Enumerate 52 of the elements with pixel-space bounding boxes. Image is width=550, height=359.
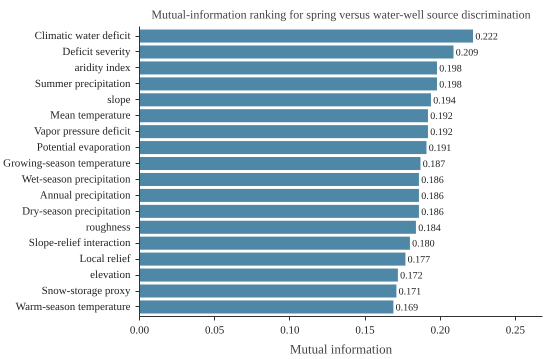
data-label: 0.191 [428,143,452,154]
data-label: 0.186 [421,174,444,186]
y-tick-label: Slope-relief interaction [28,237,131,250]
data-label: 0.186 [421,206,444,218]
y-tick-label: Local relief [80,253,131,266]
y-tick-label: Mean temperature [50,110,131,122]
y-tick-label: Climatic water deficit [34,30,130,42]
y-tick-label: Warm-season temperature [16,300,131,313]
x-tick-label: 0.05 [205,324,225,336]
x-tick-label: 0.20 [430,324,450,336]
y-tick-label: Annual precipitation [40,189,131,202]
x-tick-label: 0.00 [130,324,150,336]
y-tick-label: roughness [86,221,130,234]
y-tick-label: Potential evaporation [36,142,131,154]
y-tick-label: Dry-season precipitation [22,205,131,218]
y-tick-label: Summer precipitation [34,78,131,90]
bar [140,44,454,60]
bar [140,300,394,314]
y-tick-label: aridity index [74,62,131,74]
data-label: 0.172 [400,270,423,282]
data-label: 0.209 [456,47,478,58]
y-tick-label: Growing-season temperature [3,158,131,170]
data-label: 0.169 [396,302,418,314]
data-label: 0.192 [430,127,453,138]
bar [140,172,420,186]
bar [140,29,474,44]
chart-title: Mutual-information ranking for spring versus water-well source discrimination [151,8,531,22]
x-tick-label: 0.10 [280,324,300,336]
data-label: 0.198 [439,63,462,74]
y-tick-label: Deficit severity [62,46,131,58]
data-label: 0.180 [412,238,435,250]
data-label: 0.194 [433,95,456,106]
y-tick-label: Vapor pressure deficit [34,126,131,138]
x-tick-label: 0.15 [355,324,376,336]
y-tick-label: slope [107,94,131,106]
data-label: 0.192 [430,111,453,122]
bar [140,60,438,75]
data-label: 0.187 [422,159,446,170]
data-label: 0.171 [398,286,422,298]
data-label: 0.198 [439,79,462,90]
data-label: 0.177 [408,254,430,266]
data-label: 0.184 [418,222,441,234]
bar [140,268,398,282]
y-tick-label: elevation [90,269,131,282]
bar [140,284,397,298]
y-tick-label: Snow-storage proxy [42,285,131,298]
x-axis-title: Mutual information [290,342,393,356]
data-label: 0.222 [475,32,498,43]
x-tick-label: 0.25 [506,324,526,336]
bar [140,156,421,171]
y-tick-label: Wet-season precipitation [22,173,131,186]
data-label: 0.186 [421,190,444,202]
